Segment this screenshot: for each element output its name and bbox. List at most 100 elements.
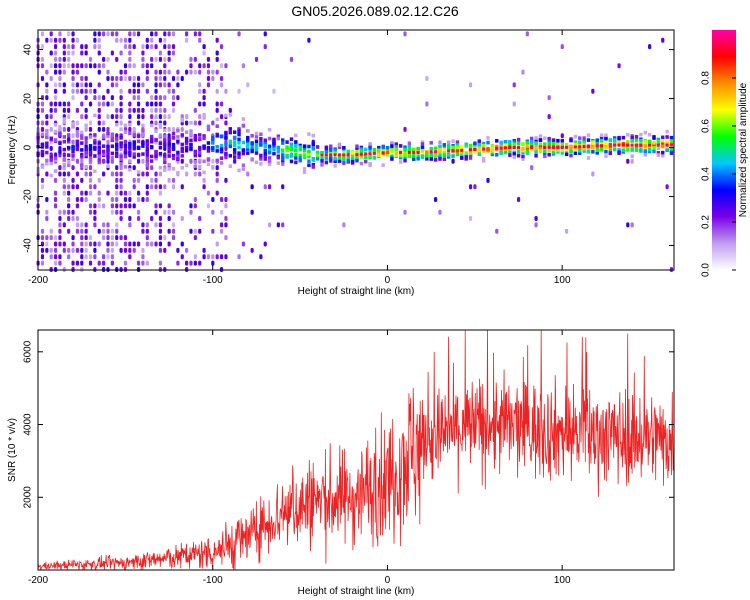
spectrogram-cell <box>434 196 438 202</box>
spectrogram-cell <box>75 222 80 228</box>
spectrogram-cell <box>416 150 420 154</box>
spectrogram-cell <box>573 140 578 145</box>
spectrogram-cell <box>495 228 499 234</box>
spectrogram-cell <box>263 143 267 148</box>
spectrogram-cell <box>551 146 555 150</box>
spectrogram-cell <box>219 144 224 148</box>
spectrogram-cell <box>62 222 66 228</box>
spectrogram-cell <box>97 260 101 266</box>
spectrogram-cell <box>468 82 473 88</box>
spectrogram-cell <box>119 50 123 56</box>
spectrogram-cell <box>71 31 75 37</box>
spectrogram-cell <box>49 37 53 43</box>
spectrogram-cell <box>62 247 66 253</box>
spectrogram-cell <box>53 254 58 260</box>
spectrogram-cell <box>289 153 294 158</box>
spectrogram-cell <box>198 69 202 75</box>
spectrogram-cell <box>477 149 481 153</box>
spectrogram-cell <box>145 196 149 202</box>
spectrogram-cell <box>481 156 486 161</box>
spectrogram-cell <box>219 134 224 139</box>
spectrogram-cell <box>359 147 364 152</box>
spectrogram-cell <box>145 139 150 143</box>
spectrogram-cell <box>88 235 93 241</box>
spectrogram-cell <box>643 144 647 148</box>
spectrogram-cell <box>53 107 58 113</box>
spectrogram-cell <box>119 114 123 120</box>
spectrogram-cell <box>499 150 503 155</box>
spectrogram-cell <box>106 153 110 158</box>
spectrogram-cell <box>451 149 455 153</box>
spectrogram-cell <box>390 147 394 151</box>
spectrogram-cell <box>556 138 560 143</box>
spectrogram-cell <box>167 56 171 62</box>
spectrogram-cell <box>591 141 595 145</box>
spectrogram-cell <box>215 56 219 62</box>
spectrogram-cell <box>71 44 75 50</box>
spectrogram-cell <box>224 235 228 241</box>
spectrogram-cell <box>163 184 167 190</box>
spectrogram-cell <box>180 165 184 170</box>
spectrogram-cell <box>604 149 608 154</box>
spectrogram-cell <box>88 184 93 190</box>
spectrogram-cell <box>512 152 516 156</box>
spectrogram-cell <box>224 203 228 209</box>
spectrogram-cell <box>281 184 285 190</box>
spectrogram-cell <box>302 154 307 158</box>
spectrogram-cell <box>311 162 315 167</box>
spectrogram-cell <box>569 153 573 158</box>
spectrogram-cell <box>163 209 167 215</box>
spectrogram-cell <box>193 136 198 140</box>
spectrogram-cell <box>88 158 93 163</box>
spectrogram-cell <box>272 141 276 146</box>
spectrogram-cell <box>128 254 132 260</box>
colorbar-tick-label: 0.0 <box>701 263 712 277</box>
spectrogram-cell <box>543 146 547 150</box>
spectrogram-cell <box>123 69 128 75</box>
spectrogram-cell <box>102 101 106 107</box>
spectrogram-cell <box>110 138 115 143</box>
spectrogram-cell <box>599 147 604 152</box>
spectrogram-cell <box>560 151 564 155</box>
spectrogram-cell <box>150 165 154 171</box>
spectrogram-cell <box>136 153 141 157</box>
spectrogram-cell <box>128 222 132 228</box>
spectrogram-cells <box>36 31 674 272</box>
spectrogram-cell <box>145 150 150 155</box>
spectrogram-cell <box>447 155 451 159</box>
spectrogram-cell <box>193 107 197 113</box>
spectrogram-cell <box>665 135 669 139</box>
spectrogram-cell <box>403 126 407 132</box>
spectrogram-cell <box>106 241 110 247</box>
spectrogram-cell <box>88 209 93 215</box>
spectrogram-cell <box>617 143 621 147</box>
spectrogram-cell <box>346 153 350 157</box>
spectrogram-cell <box>394 142 398 147</box>
spectrogram-cell <box>80 247 84 253</box>
spectrogram-cell <box>115 37 119 43</box>
spectrogram-cell <box>189 209 193 215</box>
spectrogram-cell <box>468 216 473 222</box>
spectrogram-cell <box>237 155 241 160</box>
spectrogram-cell <box>158 241 163 247</box>
spectrogram-cell <box>342 222 346 228</box>
spectrogram-cell <box>53 169 58 173</box>
spectrogram-cell <box>71 241 75 247</box>
spectrogram-cell <box>586 149 591 154</box>
spectrogram-cell <box>171 209 176 215</box>
spectrogram-cell <box>263 141 267 146</box>
spectrogram-cell <box>158 69 163 75</box>
spectrogram-cell <box>254 147 259 152</box>
spectrogram-cell <box>106 114 110 120</box>
spectrogram-cell <box>171 44 176 50</box>
spectrogram-cell <box>176 247 180 253</box>
spectrogram-cell <box>97 126 101 132</box>
spectrogram-cell <box>285 145 289 149</box>
spectrogram-cell <box>425 101 429 107</box>
spectrogram-cell <box>232 151 237 155</box>
spectrogram-cell <box>438 147 442 152</box>
spectrogram-cell <box>88 56 93 62</box>
spectrogram-cell <box>224 130 228 135</box>
spectrogram-cell <box>119 203 123 209</box>
